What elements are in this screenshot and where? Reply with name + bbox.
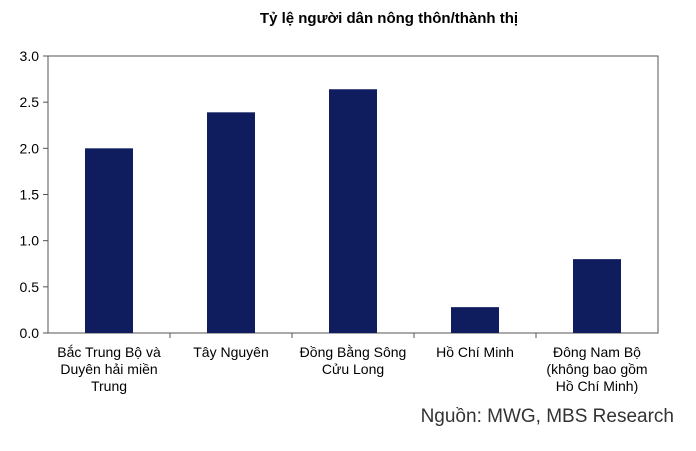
x-category-label-line: Hồ Chí Minh: [436, 344, 514, 360]
x-category-label-line: Hồ Chí Minh): [556, 378, 638, 394]
x-category-label: Đông Nam Bộ (không bao gồm Hồ Chí Minh): [546, 344, 647, 394]
x-category-label-line: Trung: [91, 378, 127, 394]
source-note: Nguồn: MWG, MBS Research: [420, 406, 674, 427]
x-category-label-line: (không bao gồm: [546, 361, 647, 377]
x-category-label: Đồng Bằng Sông Cửu Long: [300, 344, 407, 377]
y-tick-label: 2.5: [20, 94, 40, 110]
x-category-label: Hồ Chí Minh: [436, 344, 514, 360]
x-category-label: Tây Nguyên: [193, 344, 268, 360]
y-tick-label: 1.0: [20, 233, 40, 249]
bar-2: [329, 89, 377, 334]
y-tick-label: 1.5: [20, 187, 40, 203]
bar-0: [85, 148, 133, 333]
y-tick-label: 2.0: [20, 140, 40, 156]
x-category-label: Bắc Trung Bộ và Duyên hải miền Trung: [57, 344, 161, 394]
x-category-label-line: Đồng Bằng Sông: [300, 344, 407, 360]
x-category-label-line: Bắc Trung Bộ và: [57, 344, 161, 360]
y-tick-label: 0.0: [20, 325, 40, 341]
x-category-label-line: Đông Nam Bộ: [553, 344, 641, 360]
y-tick-label: 0.5: [20, 279, 40, 295]
x-category-label-line: Tây Nguyên: [193, 344, 268, 360]
chart-title: Tỷ lệ người dân nông thôn/thành thị: [259, 10, 519, 27]
y-tick-label: 3.0: [20, 48, 40, 64]
bar-4: [573, 259, 621, 333]
x-category-label-line: Cửu Long: [322, 361, 384, 377]
bar-3: [451, 307, 499, 333]
bar-1: [207, 112, 255, 333]
x-category-label-line: Duyên hải miền: [60, 361, 157, 377]
